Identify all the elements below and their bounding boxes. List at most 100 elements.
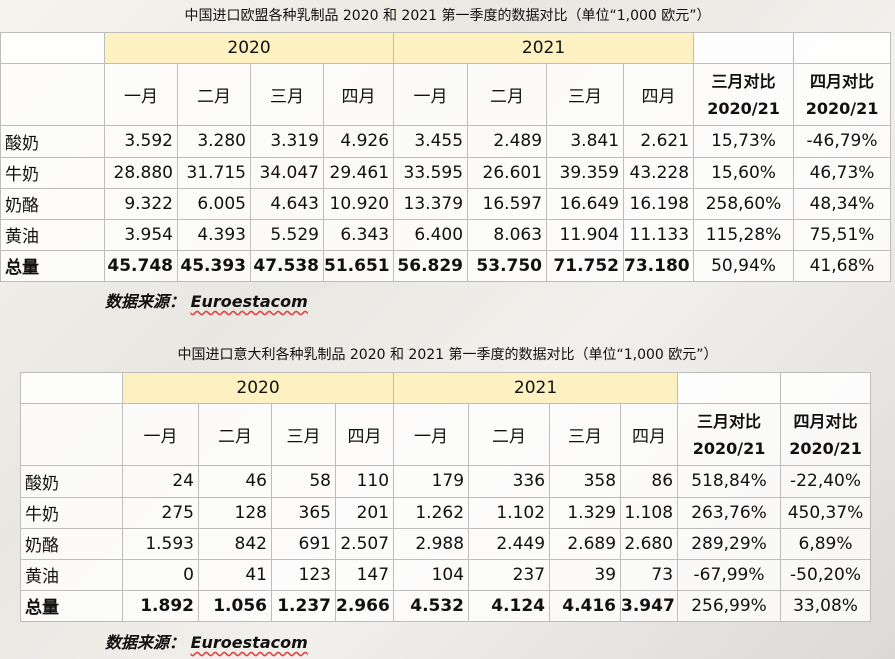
- value-cell: 58: [271, 465, 336, 498]
- value-cell: 365: [271, 496, 336, 529]
- value-cell: 34.047: [250, 156, 324, 189]
- march-compare-cell: 115,28%: [693, 218, 795, 251]
- april-compare-cell: -22,40%: [780, 465, 872, 498]
- value-cell: 31.715: [177, 156, 251, 189]
- it-header-corner: [20, 371, 123, 405]
- value-cell: 73.180: [623, 249, 695, 283]
- value-cell: 45.748: [104, 249, 178, 283]
- value-cell: 24: [122, 465, 199, 498]
- table-row: 牛奶 28.880 31.715 34.047 29.461 33.595 26.601 39…: [0, 156, 892, 189]
- value-cell: 73: [620, 558, 679, 591]
- row-label: 奶酪: [20, 527, 123, 560]
- it-source: 数据来源： Euroestacom: [105, 629, 308, 653]
- table-row: 酸奶 24 46 58 110 179 336 358 86 518,84% -22,40%: [20, 465, 872, 498]
- value-cell: 1.108: [620, 496, 679, 529]
- value-cell: 28.880: [104, 156, 178, 189]
- table-row: 奶酪 1.593 842 691 2.507 2.988 2.449 2.689 2.680 28…: [20, 527, 872, 560]
- value-cell: 201: [334, 496, 395, 529]
- value-cell: 11.133: [623, 218, 695, 251]
- eu-month-header: 二月: [467, 63, 548, 127]
- value-cell: 16.649: [546, 187, 625, 220]
- value-cell: 358: [549, 465, 622, 498]
- eu-month-header: 三月: [250, 63, 324, 127]
- value-cell: 11.904: [546, 218, 625, 251]
- value-cell: 3.592: [104, 125, 178, 158]
- value-cell: 123: [271, 558, 336, 591]
- eu-source: 数据来源： Euroestacom: [105, 288, 308, 312]
- value-cell: 47.538: [250, 249, 324, 283]
- value-cell: 46: [198, 465, 272, 498]
- value-cell: 8.063: [467, 218, 548, 251]
- eu-year-2020: 2020: [103, 31, 395, 65]
- eu-source-label: 数据来源：: [105, 292, 186, 311]
- value-cell: 2.507: [334, 527, 395, 560]
- it-year-2021: 2021: [393, 371, 679, 405]
- april-compare-cell: 48,34%: [793, 187, 892, 220]
- value-cell: 26.601: [467, 156, 548, 189]
- eu-april-compare-line2: 2020/21: [805, 98, 879, 118]
- value-cell: 4.393: [177, 218, 251, 251]
- value-cell: 2.680: [620, 527, 679, 560]
- table-row: 黄油 0 41 123 147 104 237 39 73 -67,99% -50,20%: [20, 558, 872, 591]
- it-data-table: 2020 2021 一月 二月 三月 四月 一月 二月 三月 四月 三月对比 2…: [20, 371, 872, 623]
- value-cell: 2.449: [468, 527, 551, 560]
- it-header-blank: [677, 371, 782, 405]
- row-label: 牛奶: [0, 156, 105, 189]
- march-compare-cell: 258,60%: [693, 187, 795, 220]
- it-march-compare-header: 三月对比 2020/21: [677, 403, 782, 467]
- value-cell: 51.651: [322, 249, 395, 283]
- it-month-header: 三月: [271, 403, 336, 467]
- row-label: 奶酪: [0, 187, 105, 220]
- value-cell: 39: [549, 558, 622, 591]
- april-compare-cell: -46,79%: [793, 125, 892, 158]
- march-compare-cell: 263,76%: [677, 496, 782, 529]
- march-compare-cell: 15,73%: [693, 125, 795, 158]
- value-cell: 3.947: [620, 589, 679, 623]
- value-cell: 53.750: [467, 249, 548, 283]
- eu-month-header: 四月: [322, 63, 395, 127]
- value-cell: 41: [198, 558, 272, 591]
- eu-header-blank: [693, 31, 795, 65]
- it-month-header: 二月: [198, 403, 272, 467]
- it-table-title: 中国进口意大利各种乳制品 2020 和 2021 第一季度的数据对比（单位“1,…: [177, 347, 718, 363]
- march-compare-cell: 15,60%: [693, 156, 795, 189]
- value-cell: 6.343: [322, 218, 395, 251]
- it-month-header: 四月: [334, 403, 395, 467]
- value-cell: 3.455: [393, 125, 469, 158]
- march-compare-cell: -67,99%: [677, 558, 782, 591]
- it-march-compare-line2: 2020/21: [692, 438, 766, 458]
- value-cell: 4.416: [549, 589, 622, 623]
- value-cell: 4.532: [393, 589, 470, 623]
- it-april-compare-line2: 2020/21: [789, 438, 862, 458]
- row-label: 总量: [0, 249, 105, 283]
- march-compare-cell: 256,99%: [677, 589, 782, 623]
- it-month-header: 一月: [393, 403, 470, 467]
- eu-month-header: 二月: [177, 63, 251, 127]
- march-compare-cell: 289,29%: [677, 527, 782, 560]
- it-source-label: 数据来源：: [105, 633, 186, 652]
- eu-march-compare-header: 三月对比 2020/21: [693, 63, 795, 127]
- value-cell: 4.124: [468, 589, 551, 623]
- eu-march-compare-line2: 2020/21: [707, 98, 780, 118]
- value-cell: 56.829: [393, 249, 469, 283]
- eu-header-blank: [793, 31, 892, 65]
- value-cell: 1.892: [122, 589, 199, 623]
- it-header-blank: [780, 371, 872, 405]
- it-month-header: 二月: [468, 403, 551, 467]
- value-cell: 16.198: [623, 187, 695, 220]
- row-label: 酸奶: [0, 125, 105, 158]
- it-april-compare-line1: 四月对比: [793, 411, 858, 431]
- eu-month-header: 三月: [546, 63, 625, 127]
- value-cell: 43.228: [623, 156, 695, 189]
- march-compare-cell: 518,84%: [677, 465, 782, 498]
- value-cell: 104: [393, 558, 470, 591]
- row-label: 酸奶: [20, 465, 123, 498]
- april-compare-cell: 75,51%: [793, 218, 892, 251]
- value-cell: 1.056: [198, 589, 272, 623]
- it-month-header: 四月: [620, 403, 679, 467]
- value-cell: 33.595: [393, 156, 469, 189]
- row-label: 牛奶: [20, 496, 123, 529]
- value-cell: 4.643: [250, 187, 324, 220]
- value-cell: 2.489: [467, 125, 548, 158]
- april-compare-cell: 41,68%: [793, 249, 892, 283]
